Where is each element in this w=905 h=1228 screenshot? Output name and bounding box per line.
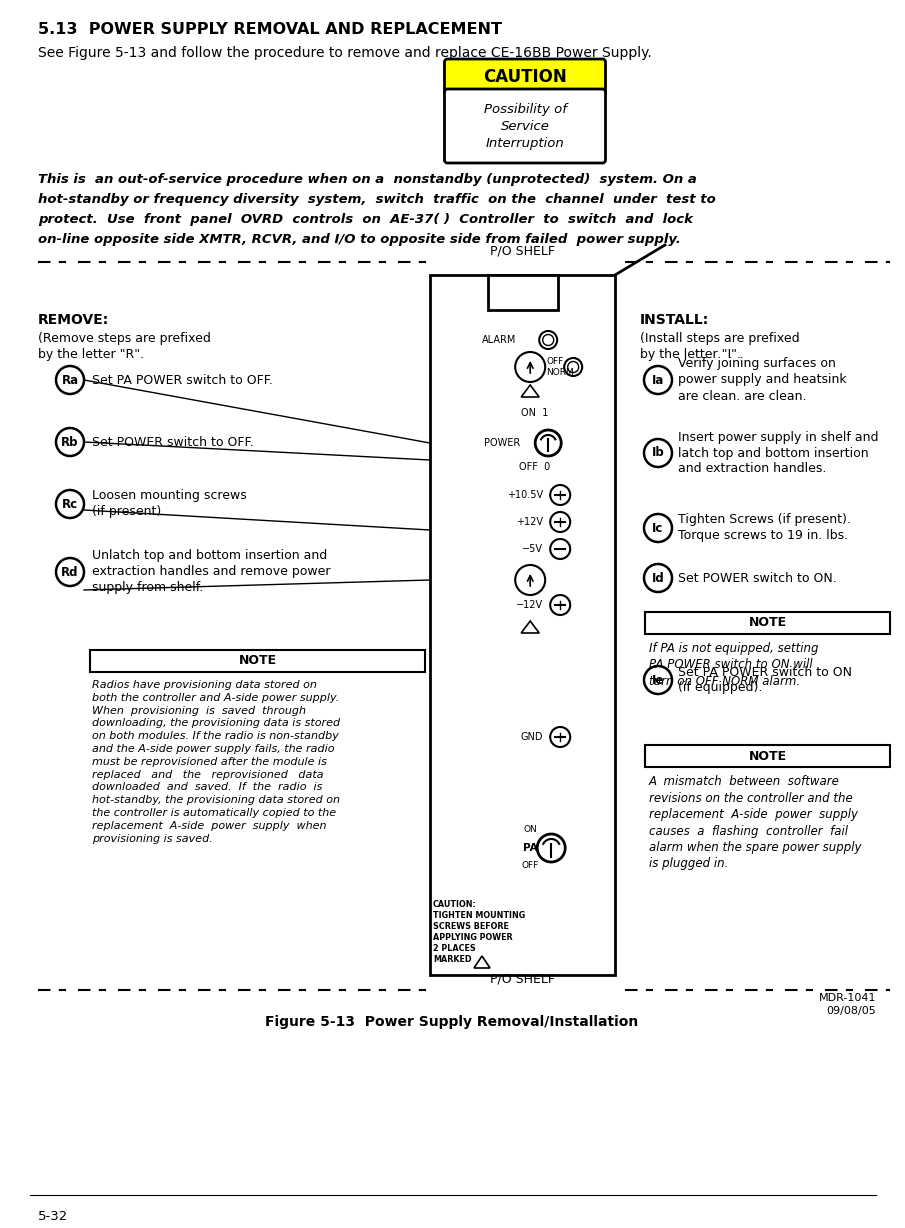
Text: Radios have provisioning data stored on
both the controller and A-side power sup: Radios have provisioning data stored on … <box>92 680 340 844</box>
Text: (Install steps are prefixed: (Install steps are prefixed <box>640 332 800 345</box>
Text: hot-standby or frequency diversity  system,  switch  traffic  on the  channel  u: hot-standby or frequency diversity syste… <box>38 193 716 206</box>
Text: Unlatch top and bottom insertion and
extraction handles and remove power
supply : Unlatch top and bottom insertion and ext… <box>92 549 330 594</box>
Text: A  mismatch  between  software
revisions on the controller and the
replacement  : A mismatch between software revisions on… <box>649 775 862 871</box>
Text: Ic: Ic <box>653 522 663 534</box>
Text: INSTALL:: INSTALL: <box>640 313 710 327</box>
Text: 5.13  POWER SUPPLY REMOVAL AND REPLACEMENT: 5.13 POWER SUPPLY REMOVAL AND REPLACEMEN… <box>38 22 502 37</box>
Text: Verify joining surfaces on
power supply and heatsink
are clean. are clean.: Verify joining surfaces on power supply … <box>678 357 846 403</box>
Text: MDR-1041
09/08/05: MDR-1041 09/08/05 <box>818 993 876 1017</box>
Text: PA: PA <box>523 842 538 853</box>
Text: −5V: −5V <box>522 544 543 554</box>
Text: ON  1: ON 1 <box>520 408 548 418</box>
Text: Tighten Screws (if present).
Torque screws to 19 in. lbs.: Tighten Screws (if present). Torque scre… <box>678 513 851 543</box>
Text: 5-32: 5-32 <box>38 1210 68 1223</box>
Bar <box>645 745 890 768</box>
Text: (Remove steps are prefixed: (Remove steps are prefixed <box>38 332 211 345</box>
FancyBboxPatch shape <box>444 59 605 95</box>
Text: REMOVE:: REMOVE: <box>38 313 110 327</box>
Bar <box>430 275 615 975</box>
Text: CAUTION:
TIGHTEN MOUNTING
SCREWS BEFORE
APPLYING POWER
2 PLACES
MARKED: CAUTION: TIGHTEN MOUNTING SCREWS BEFORE … <box>433 900 525 964</box>
Text: Possibility of
Service
Interruption: Possibility of Service Interruption <box>483 102 567 150</box>
Text: Figure 5-13  Power Supply Removal/Installation: Figure 5-13 Power Supply Removal/Install… <box>265 1016 639 1029</box>
Text: +12V: +12V <box>516 517 543 527</box>
Text: protect.  Use  front  panel  OVRD  controls  on  AE-37( )  Controller  to  switc: protect. Use front panel OVRD controls o… <box>38 212 693 226</box>
Text: P/O SHELF: P/O SHELF <box>490 973 555 986</box>
Bar <box>645 612 890 634</box>
FancyBboxPatch shape <box>444 88 605 163</box>
Text: by the letter "I".: by the letter "I". <box>640 348 741 361</box>
Text: OFF
NORM: OFF NORM <box>547 357 574 377</box>
Text: Rb: Rb <box>62 436 79 448</box>
Text: +10.5V: +10.5V <box>507 490 543 500</box>
Text: Ra: Ra <box>62 373 79 387</box>
Text: This is  an out-of-service procedure when on a  nonstandby (unprotected)  system: This is an out-of-service procedure when… <box>38 173 697 185</box>
Text: Id: Id <box>652 571 664 585</box>
Text: Ia: Ia <box>652 373 664 387</box>
Text: See Figure 5-13 and follow the procedure to remove and replace CE-16BB Power Sup: See Figure 5-13 and follow the procedure… <box>38 45 652 60</box>
Text: Rd: Rd <box>62 566 79 578</box>
Bar <box>488 275 557 309</box>
Text: Loosen mounting screws
(if present).: Loosen mounting screws (if present). <box>92 490 247 518</box>
Text: CAUTION: CAUTION <box>483 68 567 86</box>
Text: Rc: Rc <box>62 497 78 511</box>
Text: If PA is not equipped, setting
PA POWER switch to ON will
turn on OFF NORM alarm: If PA is not equipped, setting PA POWER … <box>649 642 818 688</box>
Text: Insert power supply in shelf and
latch top and bottom insertion
and extraction h: Insert power supply in shelf and latch t… <box>678 431 879 475</box>
Text: NOTE: NOTE <box>748 616 786 630</box>
Text: OFF: OFF <box>521 862 538 871</box>
Text: NOTE: NOTE <box>748 749 786 763</box>
Text: P/O SHELF: P/O SHELF <box>490 246 555 258</box>
Text: Ib: Ib <box>652 447 664 459</box>
Bar <box>90 650 425 672</box>
Text: NOTE: NOTE <box>238 655 277 668</box>
Text: Set PA POWER switch to OFF.: Set PA POWER switch to OFF. <box>92 373 273 387</box>
Text: ON: ON <box>523 825 537 835</box>
Text: ALARM: ALARM <box>481 335 516 345</box>
Text: −12V: −12V <box>516 600 543 610</box>
Text: Set PA POWER switch to ON
(if equipped).: Set PA POWER switch to ON (if equipped). <box>678 666 852 695</box>
Text: GND: GND <box>520 732 543 742</box>
Text: on-line opposite side XMTR, RCVR, and I/O to opposite side from failed  power su: on-line opposite side XMTR, RCVR, and I/… <box>38 233 681 246</box>
Text: OFF  0: OFF 0 <box>519 462 550 472</box>
Text: Ie: Ie <box>652 673 664 686</box>
Text: Set POWER switch to OFF.: Set POWER switch to OFF. <box>92 436 253 448</box>
Text: by the letter "R".: by the letter "R". <box>38 348 144 361</box>
Text: Set POWER switch to ON.: Set POWER switch to ON. <box>678 571 837 585</box>
Text: POWER: POWER <box>484 438 520 448</box>
